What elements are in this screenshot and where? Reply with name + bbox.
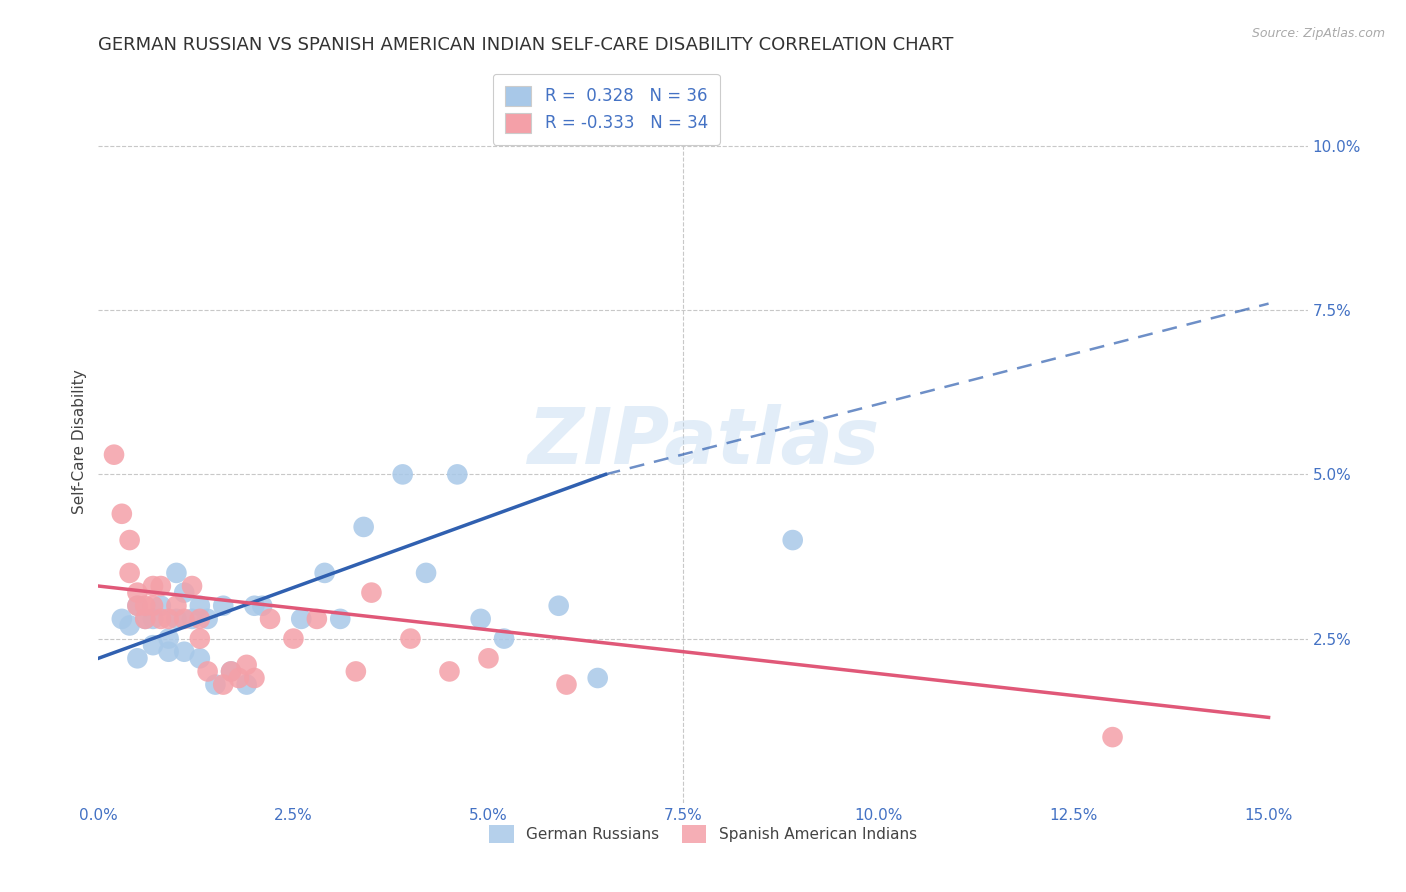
Point bbox=[782, 533, 804, 547]
Point bbox=[1101, 730, 1123, 744]
Point bbox=[243, 671, 266, 685]
Point bbox=[127, 651, 149, 665]
Point bbox=[142, 638, 165, 652]
Point bbox=[252, 599, 274, 613]
Point bbox=[219, 665, 242, 679]
Point bbox=[494, 632, 516, 646]
Point bbox=[188, 632, 211, 646]
Point bbox=[111, 507, 134, 521]
Point bbox=[212, 599, 235, 613]
Point bbox=[290, 612, 312, 626]
Point bbox=[134, 612, 156, 626]
Point bbox=[127, 599, 149, 613]
Point bbox=[118, 618, 141, 632]
Point bbox=[283, 632, 305, 646]
Point bbox=[165, 566, 187, 580]
Point bbox=[157, 632, 180, 646]
Point bbox=[188, 651, 211, 665]
Point bbox=[127, 599, 149, 613]
Y-axis label: Self-Care Disability: Self-Care Disability bbox=[72, 369, 87, 514]
Point bbox=[173, 645, 195, 659]
Point bbox=[399, 632, 422, 646]
Point bbox=[157, 645, 180, 659]
Point bbox=[212, 677, 235, 691]
Point bbox=[305, 612, 328, 626]
Point bbox=[439, 665, 461, 679]
Point bbox=[188, 599, 211, 613]
Point bbox=[165, 612, 187, 626]
Point bbox=[470, 612, 492, 626]
Point bbox=[134, 599, 156, 613]
Text: GERMAN RUSSIAN VS SPANISH AMERICAN INDIAN SELF-CARE DISABILITY CORRELATION CHART: GERMAN RUSSIAN VS SPANISH AMERICAN INDIA… bbox=[98, 36, 953, 54]
Text: Source: ZipAtlas.com: Source: ZipAtlas.com bbox=[1251, 27, 1385, 40]
Point bbox=[188, 612, 211, 626]
Point bbox=[314, 566, 336, 580]
Legend: German Russians, Spanish American Indians: German Russians, Spanish American Indian… bbox=[484, 819, 922, 849]
Point bbox=[259, 612, 281, 626]
Point bbox=[477, 651, 499, 665]
Point bbox=[142, 579, 165, 593]
Point bbox=[329, 612, 352, 626]
Point bbox=[181, 579, 204, 593]
Point bbox=[235, 677, 257, 691]
Point bbox=[142, 612, 165, 626]
Point bbox=[118, 533, 141, 547]
Point bbox=[118, 566, 141, 580]
Point bbox=[149, 612, 172, 626]
Point bbox=[219, 665, 242, 679]
Point bbox=[103, 448, 125, 462]
Point bbox=[235, 657, 257, 672]
Point bbox=[181, 612, 204, 626]
Point bbox=[547, 599, 569, 613]
Point bbox=[197, 612, 219, 626]
Point bbox=[555, 677, 578, 691]
Point bbox=[446, 467, 468, 482]
Point bbox=[228, 671, 250, 685]
Point bbox=[149, 599, 172, 613]
Point bbox=[173, 585, 195, 599]
Point bbox=[111, 612, 134, 626]
Point bbox=[391, 467, 413, 482]
Point bbox=[360, 585, 382, 599]
Point bbox=[204, 677, 226, 691]
Text: ZIPatlas: ZIPatlas bbox=[527, 403, 879, 480]
Point bbox=[142, 599, 165, 613]
Point bbox=[127, 585, 149, 599]
Point bbox=[415, 566, 437, 580]
Point bbox=[197, 665, 219, 679]
Point bbox=[353, 520, 375, 534]
Point bbox=[157, 612, 180, 626]
Point bbox=[134, 612, 156, 626]
Point bbox=[173, 612, 195, 626]
Point bbox=[344, 665, 367, 679]
Point bbox=[243, 599, 266, 613]
Point bbox=[586, 671, 609, 685]
Point bbox=[149, 579, 172, 593]
Point bbox=[165, 599, 187, 613]
